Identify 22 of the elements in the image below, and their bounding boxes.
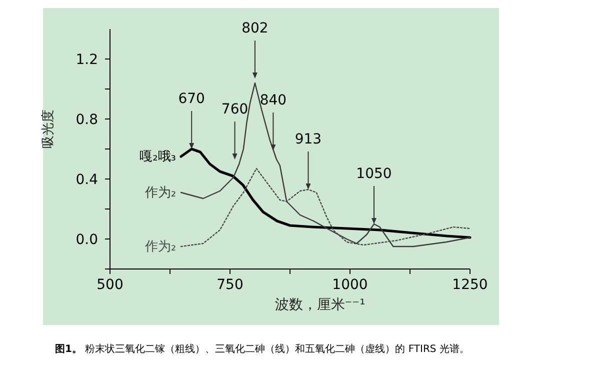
series-label: 嘎₂哦₃ [140,150,176,164]
annotation: 760 [221,102,248,118]
x-tick-label: 1000 [332,277,368,293]
y-tick-label: 0.8 [76,112,98,128]
annotation: 670 [178,91,205,107]
annotation: 802 [242,20,268,36]
annotation: 840 [260,92,287,108]
series-label: 作为₂ [144,186,176,200]
x-axis-title: 波数，厘米⁻⁻¹ [274,297,366,313]
y-axis-title: 吸光度 [40,110,56,148]
caption: 图1。 粉末状三氧化二镓（粗线）、三氧化二砷（线）和五氧化二砷（虚线）的 FTIRS 光谱。 [55,343,470,355]
x-tick-label: 500 [96,277,124,293]
x-tick-label: 1250 [452,277,488,293]
x-tick-label: 750 [216,277,244,293]
line-series [180,82,471,248]
y-tick-label: 1.2 [76,52,98,68]
annotation: 1050 [356,166,392,182]
y-tick-label: 0.0 [76,232,98,248]
line-series [180,168,471,248]
y-tick-label: 0.4 [76,172,98,188]
annotation: 913 [294,132,322,148]
series-label: 作为₂ [144,240,176,254]
